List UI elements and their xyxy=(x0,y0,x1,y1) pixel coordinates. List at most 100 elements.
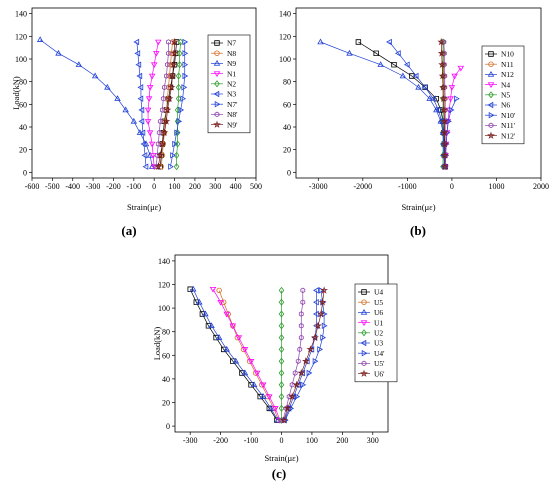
data-point xyxy=(165,94,174,102)
legend-marker xyxy=(487,82,495,89)
data-point xyxy=(220,299,227,305)
data-point xyxy=(440,105,448,114)
y-tick-label: 140 xyxy=(15,10,27,19)
data-point xyxy=(175,95,182,103)
plot-frame xyxy=(295,7,542,179)
x-tick-label: -500 xyxy=(45,182,60,191)
legend-marker xyxy=(488,51,494,57)
data-point xyxy=(202,310,209,317)
series-N10 xyxy=(355,39,448,170)
data-point xyxy=(297,368,306,377)
x-tick-label: -2000 xyxy=(353,182,372,191)
x-tick-label: -3000 xyxy=(309,182,328,191)
series-N8' xyxy=(153,39,171,170)
legend-marker xyxy=(213,90,220,98)
data-point xyxy=(138,118,145,125)
data-point xyxy=(133,38,140,46)
series-line xyxy=(136,41,147,167)
data-point xyxy=(241,369,249,376)
data-point xyxy=(377,61,384,67)
x-tick-label: 100 xyxy=(306,436,318,445)
data-point xyxy=(170,152,176,159)
data-point xyxy=(160,95,166,102)
data-point xyxy=(239,370,245,376)
data-point xyxy=(180,95,187,102)
legend-label: U2 xyxy=(374,329,383,338)
data-point xyxy=(313,287,319,294)
data-point xyxy=(320,286,328,294)
data-point xyxy=(454,95,460,102)
data-point xyxy=(122,106,129,113)
data-point xyxy=(169,60,178,68)
legend-label: N5 xyxy=(501,91,510,100)
data-point xyxy=(317,38,324,45)
data-point xyxy=(247,358,255,365)
data-point xyxy=(446,118,452,125)
data-point xyxy=(312,357,319,365)
data-point xyxy=(439,94,448,102)
legend-label: N8' xyxy=(227,110,238,119)
data-point xyxy=(182,61,189,68)
data-point xyxy=(298,311,304,317)
data-point xyxy=(301,357,310,365)
data-point xyxy=(260,393,267,399)
legend-label: N12' xyxy=(501,131,516,140)
data-point xyxy=(223,311,230,318)
data-point xyxy=(144,107,152,114)
y-tick-label: 60 xyxy=(19,100,27,109)
data-point xyxy=(440,151,449,159)
x-axis-label: Strain(με) xyxy=(127,202,161,212)
data-point xyxy=(173,163,180,171)
data-point xyxy=(278,334,285,342)
legend-marker xyxy=(487,131,495,139)
x-axis-label: Strain(με) xyxy=(401,202,435,212)
data-point xyxy=(394,50,401,57)
chart-panel-2: -3000 -2000 -1000 0 1000 2000 0 20 40 60 80 100 120 1… xyxy=(279,7,549,238)
y-tick-label: 20 xyxy=(19,146,27,155)
legend-marker xyxy=(488,91,494,99)
legend-marker xyxy=(361,360,367,367)
legend-marker xyxy=(488,111,495,119)
data-point xyxy=(229,323,237,330)
data-point xyxy=(166,39,171,45)
data-point xyxy=(104,83,111,90)
series-line xyxy=(170,42,186,167)
series-U6' xyxy=(280,286,328,424)
data-point xyxy=(421,84,428,91)
legend-marker xyxy=(488,122,494,129)
legend-marker xyxy=(360,339,367,347)
data-point xyxy=(278,404,285,412)
data-point xyxy=(136,72,143,80)
data-point xyxy=(278,381,285,389)
legend-label: N10 xyxy=(501,50,514,59)
data-point xyxy=(176,61,183,69)
data-point xyxy=(168,163,174,170)
data-point xyxy=(433,106,440,113)
data-point xyxy=(145,96,153,103)
data-point xyxy=(174,129,181,137)
data-point xyxy=(208,322,215,329)
legend-label: N12 xyxy=(501,70,514,79)
y-tick-label: 80 xyxy=(19,78,27,87)
y-axis-label: Load(kN) xyxy=(152,327,162,361)
y-tick-label: 40 xyxy=(19,123,27,132)
legend-marker xyxy=(213,59,221,66)
data-point xyxy=(199,311,206,317)
legend-marker xyxy=(360,369,368,377)
data-point xyxy=(435,106,441,114)
data-point xyxy=(438,60,446,68)
data-point xyxy=(433,95,440,102)
data-point xyxy=(440,117,449,125)
x-tick-label: -200 xyxy=(106,182,121,191)
data-point xyxy=(297,346,303,353)
data-point xyxy=(438,71,447,80)
data-point xyxy=(391,61,397,68)
series-line xyxy=(444,67,462,167)
x-tick-label: -400 xyxy=(65,182,80,191)
data-point xyxy=(130,117,138,124)
data-point xyxy=(150,164,158,171)
data-point xyxy=(298,334,304,341)
panel-label: (a) xyxy=(121,223,136,238)
data-point xyxy=(138,106,145,114)
legend-marker xyxy=(487,101,494,109)
